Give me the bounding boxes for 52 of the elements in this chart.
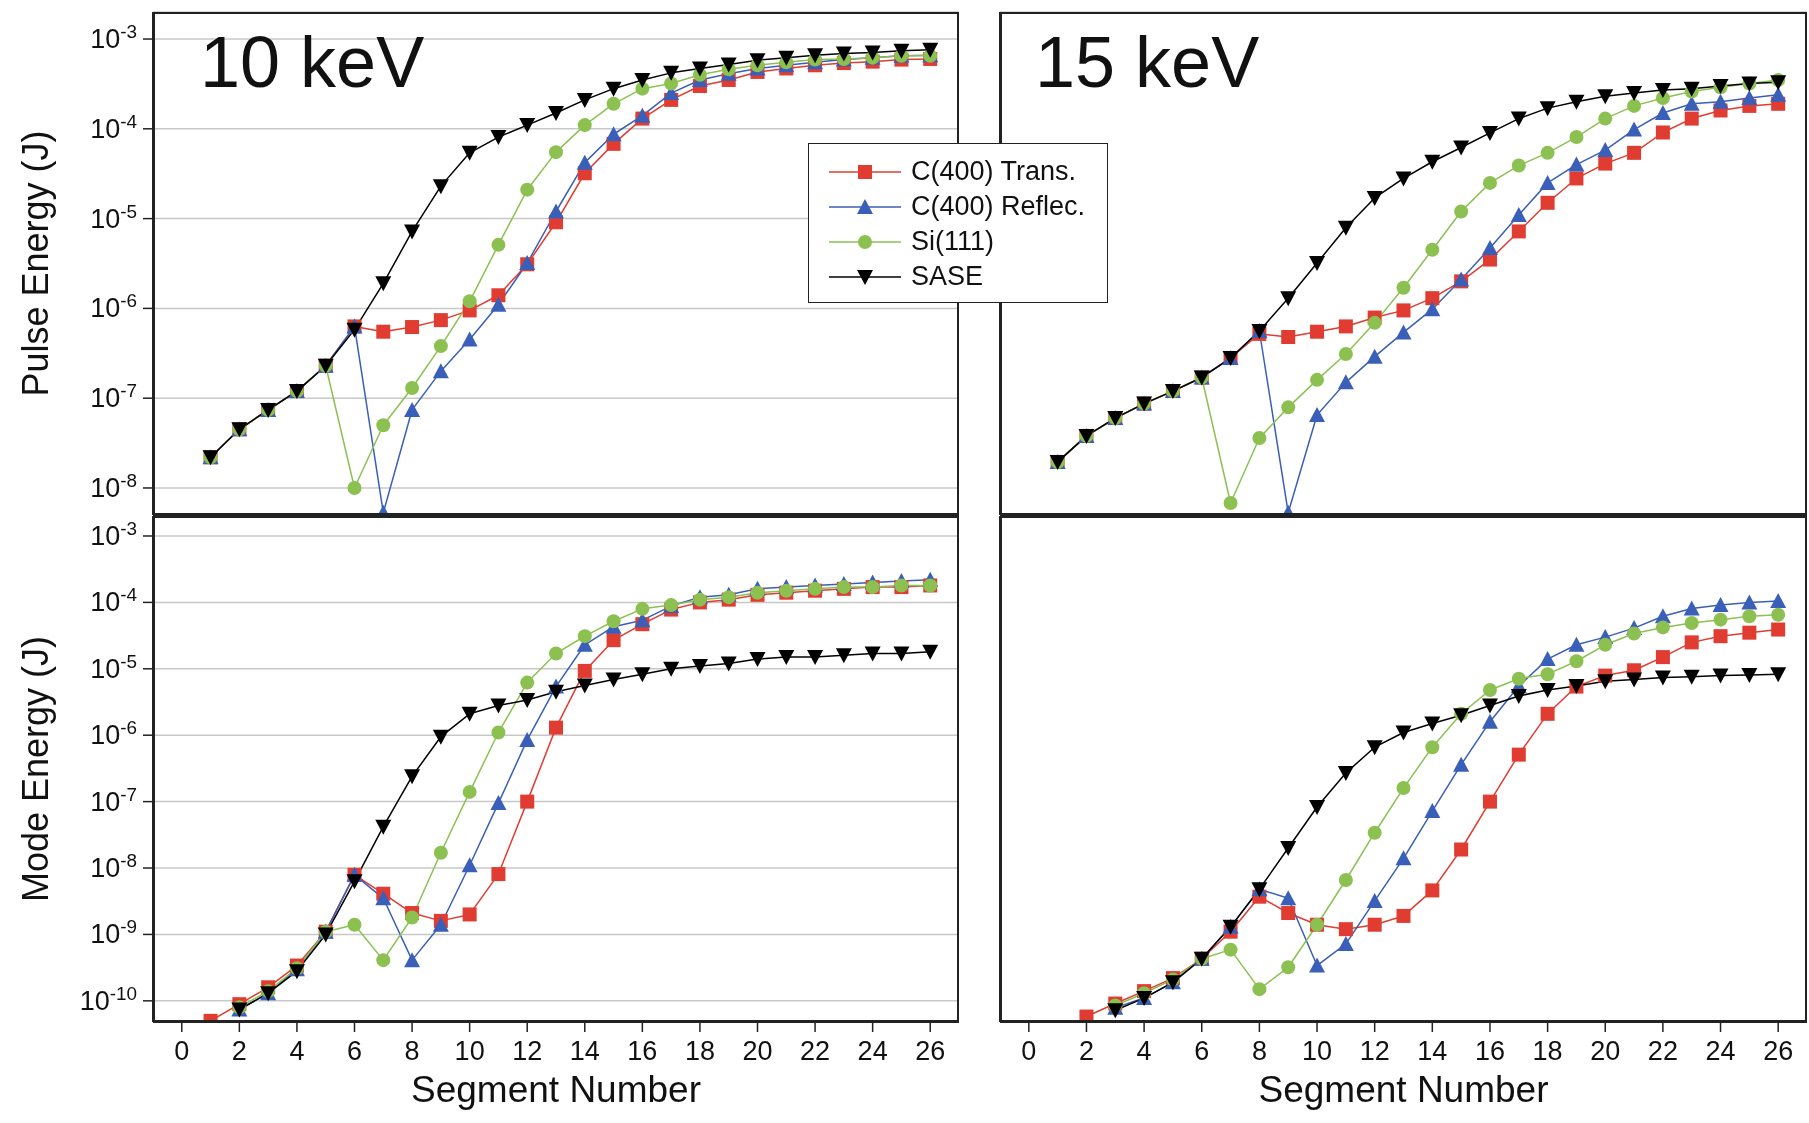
y-axis-title: Mode Energy (J) [14, 635, 56, 903]
y-tick-label: 10$^{-8}$ [90, 469, 137, 503]
x-tick-label: 0 [174, 1036, 190, 1066]
y-tick-label: 10$^{-6}$ [90, 289, 137, 324]
x-tick-label: 10 [1302, 1036, 1333, 1066]
x-tick-label: 2 [1078, 1036, 1094, 1066]
y-tick-label: 10$^{-3}$ [90, 20, 137, 55]
legend-label: C(400) Reflec. [911, 191, 1086, 222]
x-tick-label: 16 [1474, 1036, 1505, 1066]
y-tick-label: 10$^{-5}$ [90, 650, 137, 684]
x-tick-label: 2 [231, 1036, 247, 1066]
y-axis-title: Pulse Energy (J) [14, 130, 56, 397]
x-tick-label: 22 [800, 1036, 831, 1066]
x-tick-label: 26 [1763, 1036, 1794, 1066]
x-tick-label: 18 [684, 1036, 715, 1066]
annotation: 10 keV [200, 22, 425, 102]
y-tick-label: 10$^{-4}$ [90, 110, 137, 144]
x-axis-title: Segment Number [411, 1069, 701, 1110]
y-tick-label: 10$^{-4}$ [90, 583, 137, 618]
annotation: 15 keV [1035, 22, 1260, 102]
x-tick-label: 22 [1647, 1036, 1678, 1066]
y-tick-label: 10$^{-7}$ [90, 379, 137, 414]
x-tick-label: 0 [1021, 1036, 1037, 1066]
x-tick-label: 20 [1590, 1036, 1621, 1066]
x-tick-label: 12 [512, 1036, 543, 1066]
legend-label: SASE [911, 261, 984, 292]
y-tick-label: 10$^{-3}$ [90, 517, 137, 551]
x-tick-label: 6 [346, 1036, 363, 1066]
x-tick-label: 18 [1532, 1036, 1563, 1066]
legend-label: C(400) Trans. [911, 156, 1077, 187]
x-tick-label: 20 [742, 1036, 773, 1066]
x-tick-label: 24 [1705, 1036, 1736, 1066]
x-tick-label: 4 [1136, 1036, 1152, 1066]
x-tick-label: 6 [1194, 1036, 1210, 1066]
x-tick-label: 4 [289, 1036, 305, 1066]
y-tick-label: 10$^{-5}$ [90, 200, 137, 234]
x-tick-label: 26 [915, 1036, 946, 1066]
x-tick-label: 8 [404, 1036, 420, 1066]
legend-label: Si(111) [911, 226, 995, 257]
y-tick-label: 10$^{-6}$ [90, 716, 137, 751]
x-tick-label: 14 [569, 1036, 600, 1066]
x-tick-label: 12 [1359, 1036, 1390, 1066]
x-tick-label: 10 [454, 1036, 485, 1066]
x-tick-label: 8 [1251, 1036, 1267, 1066]
y-tick-label: 10$^{-8}$ [90, 849, 137, 884]
x-tick-label: 24 [857, 1036, 888, 1066]
x-tick-label: 16 [627, 1036, 658, 1066]
y-tick-label: 10$^{-7}$ [90, 783, 137, 817]
x-axis-title: Segment Number [1258, 1069, 1549, 1110]
y-tick-label: 10$^{-10}$ [79, 982, 137, 1016]
y-tick-label: 10$^{-9}$ [90, 915, 137, 950]
x-tick-label: 14 [1417, 1036, 1448, 1066]
